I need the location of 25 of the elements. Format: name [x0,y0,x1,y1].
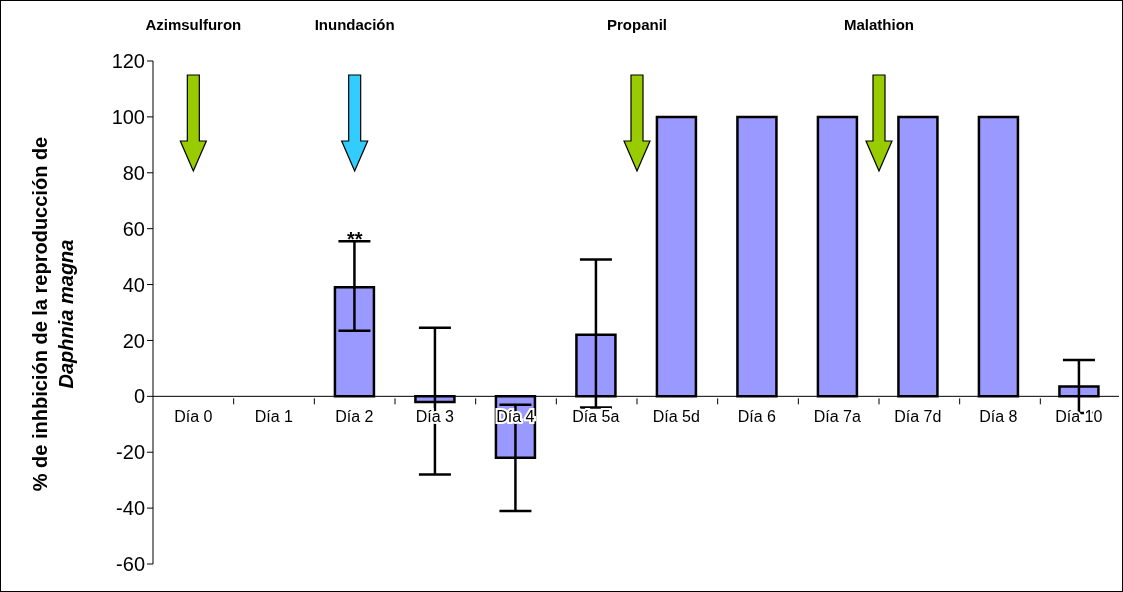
y-tick-label: -60 [116,553,145,576]
x-tick-label: Día 5a [572,408,620,426]
annotation: ** [346,228,363,251]
y-tick-label: 120 [111,50,145,73]
y-tick-label: -20 [116,441,145,464]
x-tick-label: Día 5d [652,408,700,426]
x-tick-label: Día 0 [174,408,213,426]
text: Inundación [314,16,395,33]
y-tick-label: 40 [122,273,145,296]
y-tick-label: 0 [133,385,145,408]
x-tick-label: Día 6 [737,408,776,426]
y-tick-label: 100 [111,105,145,128]
x-tick-label: Día 7d [894,408,942,426]
text: Malathion [844,16,914,33]
x-tick-label: Día 8 [979,408,1018,426]
x-tick-label: Día 7a [813,408,861,426]
y-axis-title: % de inhbición de la reproducción de Daphnia magna [29,136,77,492]
x-tick-label: Día 2 [335,408,374,426]
text: Azimsulfuron [145,16,242,33]
x-tick-label: Día 1 [254,408,293,426]
y-tick-label: 80 [122,161,145,184]
y-tick-label: 60 [122,217,145,240]
y-tick-label: 20 [122,329,145,352]
y-tick-label: -40 [116,497,145,520]
text: Propanil [606,16,668,33]
